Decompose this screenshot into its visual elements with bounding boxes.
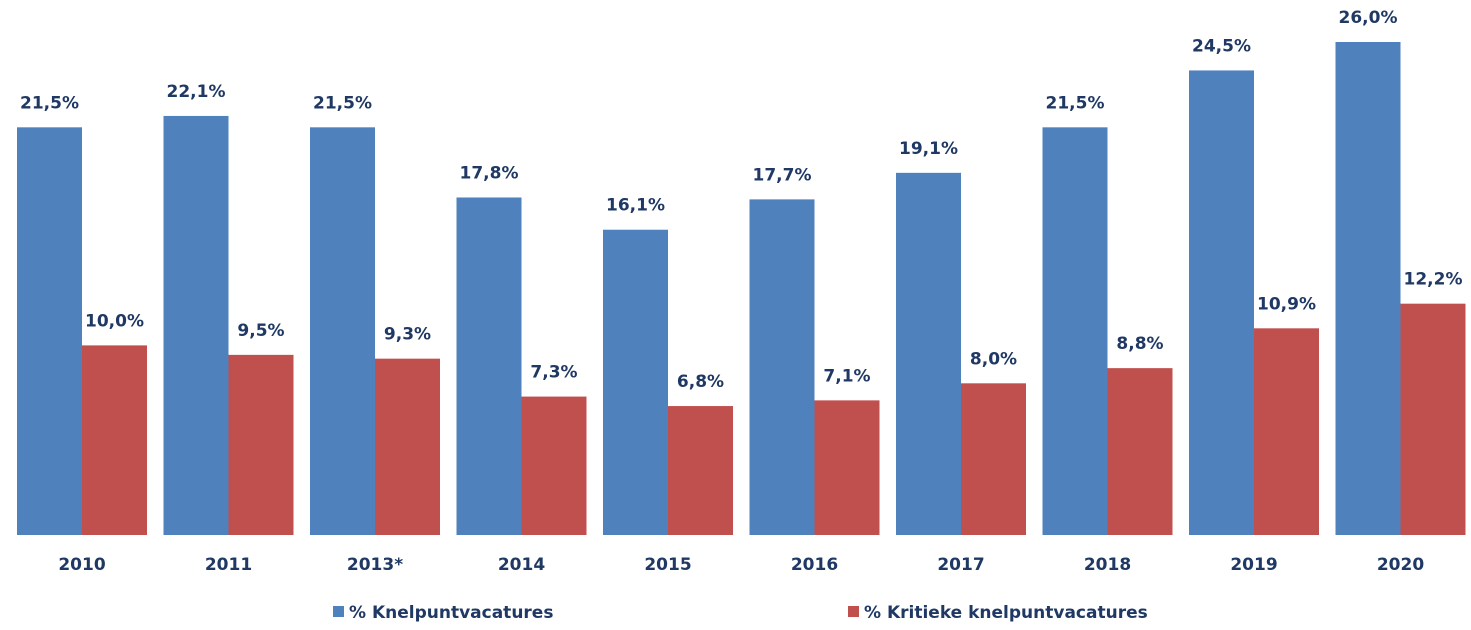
value-label: 19,1% xyxy=(899,139,958,159)
legend-label: % Knelpuntvacatures xyxy=(349,603,553,623)
x-tick-label: 2016 xyxy=(791,555,838,575)
bar xyxy=(668,406,733,535)
value-label: 8,8% xyxy=(1116,334,1163,354)
value-label: 17,8% xyxy=(460,163,519,183)
legend-swatch xyxy=(333,606,344,617)
bar xyxy=(1042,127,1108,536)
bar xyxy=(896,172,961,536)
x-tick-label: 2014 xyxy=(498,555,545,575)
bar xyxy=(1400,303,1466,535)
bar xyxy=(1189,70,1254,535)
x-tick-label: 2017 xyxy=(937,555,984,575)
value-label: 16,1% xyxy=(606,196,665,216)
value-label: 8,0% xyxy=(970,349,1017,369)
value-label: 24,5% xyxy=(1192,36,1251,56)
value-label: 10,9% xyxy=(1257,294,1316,314)
bar xyxy=(17,127,82,536)
value-label: 9,5% xyxy=(237,321,284,341)
x-tick-label: 2010 xyxy=(58,555,105,575)
x-tick-label: 2011 xyxy=(205,555,252,575)
bar xyxy=(603,229,668,535)
value-label: 7,1% xyxy=(823,366,870,386)
value-label: 7,3% xyxy=(530,363,577,383)
value-label: 26,0% xyxy=(1339,8,1398,28)
bar xyxy=(1335,42,1401,535)
bar xyxy=(163,115,229,535)
x-tick-label: 2018 xyxy=(1084,555,1131,575)
x-tick-label: 2020 xyxy=(1377,555,1424,575)
value-label: 10,0% xyxy=(85,311,144,331)
value-label: 21,5% xyxy=(1046,93,1105,113)
bar xyxy=(521,396,587,535)
bar xyxy=(456,197,522,535)
value-label: 17,7% xyxy=(753,165,812,185)
bar xyxy=(228,354,294,535)
bar xyxy=(749,199,815,535)
legend-swatch xyxy=(848,606,859,617)
value-label: 22,1% xyxy=(167,82,226,102)
bar xyxy=(310,127,375,536)
bar xyxy=(375,358,440,535)
bar xyxy=(1254,328,1319,535)
bar xyxy=(1107,368,1173,535)
bar xyxy=(961,383,1026,535)
legend-label: % Kritieke knelpuntvacatures xyxy=(864,603,1148,623)
bar xyxy=(82,345,147,535)
value-label: 9,3% xyxy=(384,325,431,345)
value-label: 12,2% xyxy=(1404,270,1463,290)
value-label: 6,8% xyxy=(677,372,724,392)
x-tick-label: 2015 xyxy=(644,555,691,575)
x-tick-label: 2013* xyxy=(347,555,403,575)
x-tick-label: 2019 xyxy=(1230,555,1277,575)
value-label: 21,5% xyxy=(20,93,79,113)
bar xyxy=(814,400,880,535)
value-label: 21,5% xyxy=(313,93,372,113)
